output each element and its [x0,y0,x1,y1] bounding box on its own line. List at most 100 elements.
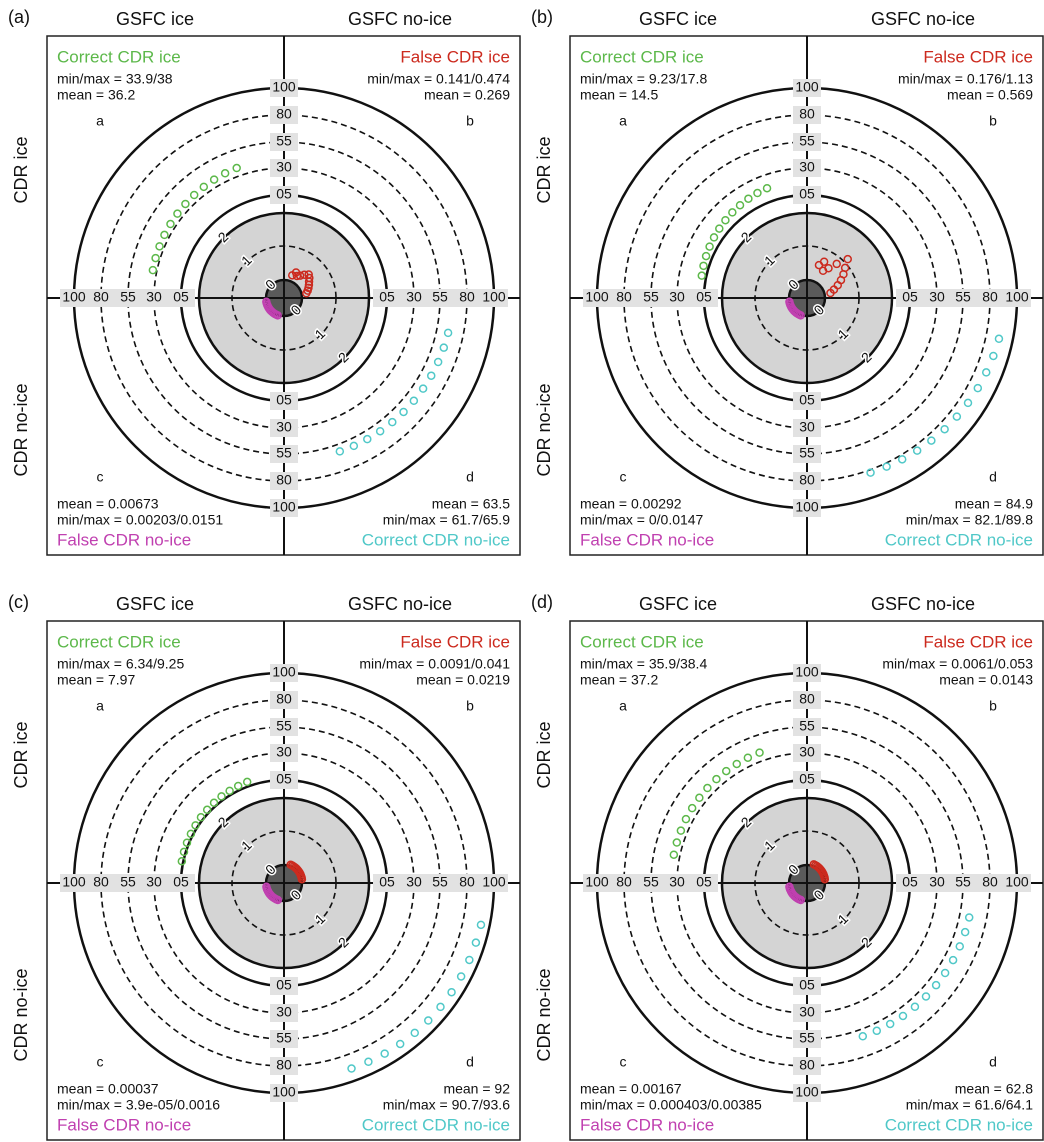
quadrant-letter: d [466,469,474,485]
data-point [439,343,449,352]
ring-label-bg [140,289,168,307]
ring-label-bg [949,289,977,307]
ring-label-bg [793,106,821,124]
data-point [912,446,922,455]
ring-label-bg [87,289,115,307]
data-point [242,777,252,787]
ring-label-bg [114,289,142,307]
ring-label: 55 [276,133,292,149]
data-point [380,1049,389,1058]
data-point [191,821,200,830]
data-point [304,270,313,279]
quadrant-letter: c [97,469,104,485]
data-point [292,271,302,281]
ring-label: 100 [482,874,506,890]
ring-label: 30 [146,874,162,890]
data-point [697,271,707,280]
stat-text: min/max = 0.0061/0.053 [882,656,1033,672]
row-label: CDR ice [534,721,554,788]
data-point [418,384,428,393]
data-point [840,263,850,273]
ring-label-bg [140,874,168,892]
ring-label: 05 [799,392,815,408]
quadrant-letter: a [619,698,627,714]
row-label: CDR no-ice [11,968,31,1061]
ring-label-bg [270,1084,298,1102]
ring-label-bg [270,79,298,97]
column-label: GSFC no-ice [348,594,452,614]
column-label: GSFC no-ice [871,594,975,614]
data-point [705,242,714,251]
panel: (b) GSFC ice GSFC no-ice CDR ice CDR no-ice 0… [531,7,1044,556]
data-point [699,261,708,271]
ring-label: 100 [272,664,296,680]
ring-label-bg [1003,874,1031,892]
ring-label: 55 [799,445,815,461]
data-point [721,766,731,776]
data-point [166,219,175,229]
data-point [233,781,243,791]
row-label: CDR no-ice [534,968,554,1061]
ring-label-bg [793,771,821,789]
data-point [209,798,219,808]
legend-entry: False CDR no-ice [57,1115,191,1134]
ring-label: 05 [276,771,292,787]
ring-label: 80 [276,472,292,488]
ring-label-bg [270,186,298,204]
ring-label: 30 [276,159,292,175]
stat-text: mean = 62.8 [955,1081,1033,1097]
ring-label: 100 [585,289,609,305]
ring-label: 55 [432,874,448,890]
data-point [940,968,950,978]
ring-label-bg [637,289,665,307]
ring-label: 05 [276,977,292,993]
ring-label-bg [923,289,951,307]
data-point [927,436,936,445]
ring-label: 80 [459,289,475,305]
data-point [364,1057,373,1067]
data-point [940,424,949,434]
data-point [898,1011,908,1021]
data-point [182,838,192,847]
data-point [436,1002,445,1012]
data-point [796,895,806,905]
data-point [349,441,359,451]
ring-label-bg [793,1057,821,1075]
ring-label: 55 [955,289,971,305]
stat-text: mean = 7.97 [57,672,135,688]
ring-label-bg [1003,289,1031,307]
stat-text: mean = 14.5 [580,87,658,103]
data-point [304,283,313,293]
legend-entry: Correct CDR ice [57,47,181,66]
ring-label-bg [270,472,298,490]
panel-label: (d) [531,592,553,612]
data-point [672,838,682,847]
ring-label-bg [60,874,88,892]
data-point [173,209,182,218]
ring-label-bg [270,159,298,177]
ring-label: 05 [379,289,395,305]
data-point [347,1064,356,1073]
data-point [709,233,719,242]
stat-text: mean = 63.5 [432,496,510,512]
data-point [160,230,169,240]
quadrant-letter: d [989,1054,997,1070]
data-point [931,980,941,990]
panel: (c) GSFC ice GSFC no-ice CDR ice CDR no-ice 0… [8,592,521,1141]
data-point [426,371,436,380]
ring-label: 55 [432,289,448,305]
quadrant-letter: c [620,1054,627,1070]
legend-entry: False CDR ice [400,632,510,651]
data-point [809,860,819,869]
ring-label-bg [270,133,298,151]
ring-label: 30 [799,1004,815,1020]
ring-label-bg [270,744,298,762]
ring-label: 05 [173,874,189,890]
ring-label-bg [793,977,821,995]
ring-label: 100 [272,79,296,95]
stat-text: min/max = 90.7/93.6 [383,1097,510,1113]
stat-text: mean = 0.0219 [416,672,510,688]
ring-label-bg [400,874,428,892]
ring-label-bg [270,691,298,709]
ring-label: 55 [643,874,659,890]
